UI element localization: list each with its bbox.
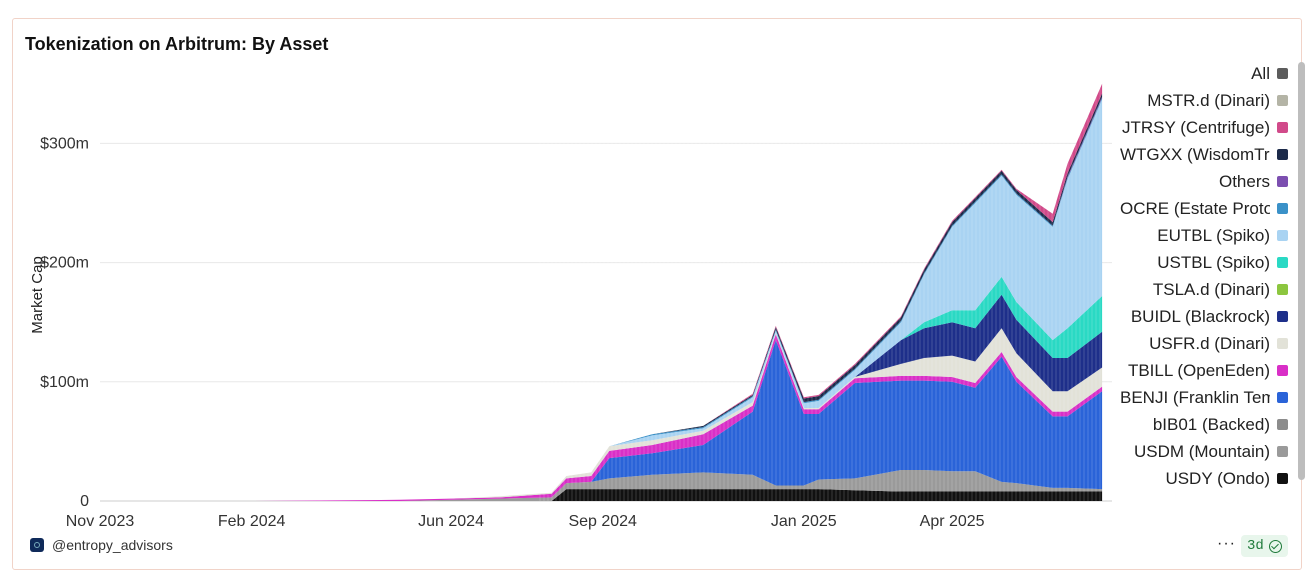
legend-label: bIB01 (Backed) (1152, 414, 1270, 434)
legend-swatch (1277, 446, 1288, 457)
legend-swatch (1277, 122, 1288, 133)
bar-texture (539, 60, 1109, 501)
legend-item[interactable]: USDY (Ondo) (1165, 465, 1288, 492)
entropy-logo-icon (30, 538, 44, 552)
legend-item[interactable]: TSLA.d (Dinari) (1153, 276, 1288, 303)
legend-label: USDY (Ondo) (1165, 468, 1270, 488)
more-options-button[interactable]: ··· (1217, 535, 1236, 552)
legend-item[interactable]: USFR.d (Dinari) (1149, 330, 1288, 357)
series-area-buidl-blackrock[interactable] (100, 294, 1103, 501)
legend-label: Others (1218, 171, 1270, 191)
legend-swatch (1277, 257, 1288, 268)
legend-item[interactable]: bIB01 (Backed) (1153, 411, 1288, 438)
x-tick-label: Sep 2024 (568, 513, 637, 530)
legend-swatch (1277, 392, 1288, 403)
legend-item[interactable]: Others (1219, 168, 1288, 195)
legend-swatch (1277, 149, 1288, 160)
legend-label: EUTBL (Spiko) (1157, 225, 1270, 245)
brand-handle: @entropy_advisors (52, 537, 173, 553)
legend-label: USFR.d (Dinari) (1149, 333, 1270, 353)
y-axis-label: Market Cap (29, 256, 46, 334)
y-tick-label: $100m (40, 374, 89, 391)
legend-swatch (1277, 176, 1288, 187)
legend-label: TSLA.d (Dinari) (1152, 279, 1270, 299)
brand-attribution[interactable]: @entropy_advisors (30, 537, 173, 553)
series-area-tbill-openeden[interactable] (100, 334, 1103, 501)
age-label: 3d (1247, 538, 1264, 554)
x-tick-label: Feb 2024 (218, 513, 286, 530)
series-area-usdm-mountain[interactable] (100, 470, 1103, 501)
chart-legend[interactable]: All MSTR.d (Dinari) JTRSY (Centrifuge) WTGX… (1110, 60, 1288, 500)
y-tick-label: $300m (40, 135, 89, 152)
legend-item[interactable]: USTBL (Spiko) (1157, 249, 1288, 276)
legend-item[interactable]: WTGXX (WisdomTree) (1120, 141, 1288, 168)
y-tick-label: $200m (40, 255, 89, 272)
x-tick-label: Jun 2024 (418, 513, 484, 530)
legend-swatch (1277, 338, 1288, 349)
y-tick-label: 0 (80, 493, 89, 510)
legend-swatch (1277, 68, 1288, 79)
legend-scrollbar[interactable] (1298, 62, 1305, 480)
legend-label: USTBL (Spiko) (1157, 252, 1270, 272)
x-tick-label: Nov 2023 (66, 513, 135, 530)
series-areas (100, 60, 1109, 502)
legend-item[interactable]: BUIDL (Blackrock) (1131, 303, 1288, 330)
legend-swatch (1277, 365, 1288, 376)
legend-swatch (1277, 284, 1288, 295)
legend-item[interactable]: USDM (Mountain) (1134, 438, 1288, 465)
legend-item[interactable]: JTRSY (Centrifuge) (1122, 114, 1288, 141)
axes: 0 $100m $200m $300m Nov 2023 Feb 2024 Jun 2024… (40, 135, 985, 530)
legend-swatch (1277, 95, 1288, 106)
legend-item[interactable]: EUTBL (Spiko) (1157, 222, 1288, 249)
check-circle-icon (1268, 539, 1282, 553)
legend-item[interactable]: TBILL (OpenEden) (1128, 357, 1288, 384)
legend-item[interactable]: MSTR.d (Dinari) (1147, 87, 1288, 114)
legend-swatch (1277, 473, 1288, 484)
series-area-usfr-d-dinari[interactable] (100, 328, 1103, 501)
series-area-benji-franklin-templeton[interactable] (100, 340, 1103, 501)
x-tick-label: Apr 2025 (920, 513, 985, 530)
legend-swatch (1277, 230, 1288, 241)
legend-label: BUIDL (Blackrock) (1130, 306, 1270, 326)
legend-label: OCRE (Estate Protocol) (1120, 198, 1270, 218)
legend-label: JTRSY (Centrifuge) (1121, 117, 1270, 137)
legend-label: USDM (Mountain) (1133, 441, 1270, 461)
legend-label: BENJI (Franklin Templeton) (1120, 387, 1270, 407)
legend-swatch (1277, 419, 1288, 430)
refresh-age-badge[interactable]: 3d (1241, 535, 1288, 557)
legend-swatch (1277, 203, 1288, 214)
chart-title: Tokenization on Arbitrum: By Asset (25, 34, 329, 54)
legend-label: All (1251, 63, 1270, 83)
x-tick-label: Jan 2025 (771, 513, 837, 530)
legend-label: MSTR.d (Dinari) (1147, 90, 1270, 110)
legend-item[interactable]: All (1251, 60, 1288, 87)
legend-item[interactable]: OCRE (Estate Protocol) (1120, 195, 1288, 222)
legend-item[interactable]: BENJI (Franklin Templeton) (1120, 384, 1288, 411)
legend-label: WTGXX (WisdomTree) (1120, 144, 1270, 164)
legend-label: TBILL (OpenEden) (1127, 360, 1270, 380)
series-area-usdy-ondo[interactable] (100, 489, 1103, 501)
legend-swatch (1277, 311, 1288, 322)
